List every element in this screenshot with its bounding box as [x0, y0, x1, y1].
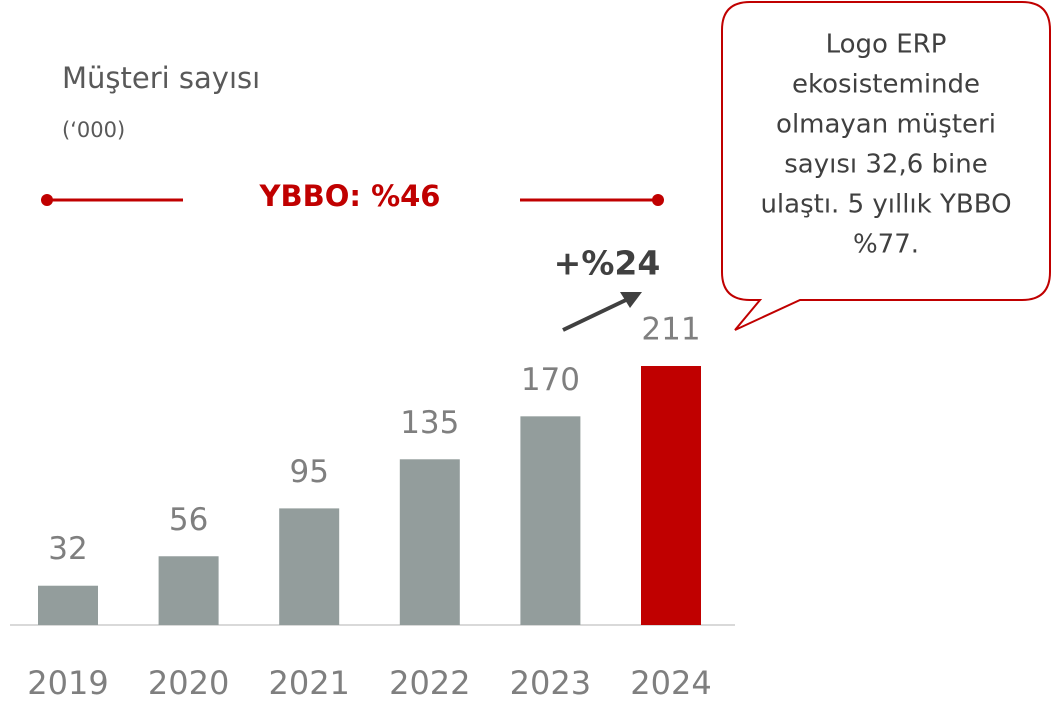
- value-label: 211: [641, 312, 700, 348]
- x-tick-label: 2022: [389, 664, 470, 702]
- cagr-dot: [41, 194, 53, 206]
- chart-subtitle: (‘000): [62, 118, 125, 142]
- value-label: 170: [521, 362, 580, 398]
- x-tick-label: 2024: [630, 664, 711, 702]
- bar: [38, 585, 98, 625]
- cagr-label: YBBO: %46: [259, 179, 441, 213]
- value-label: 32: [48, 531, 87, 567]
- bar: [158, 556, 219, 625]
- growth-arrowhead: [620, 292, 642, 308]
- value-label: 95: [289, 454, 328, 490]
- value-label: 56: [169, 502, 208, 538]
- callout-text: sayısı 32,6 bine: [784, 150, 987, 180]
- x-tick-label: 2020: [148, 664, 229, 702]
- bar: [399, 459, 460, 625]
- cagr-dot: [652, 194, 664, 206]
- x-tick-label: 2019: [27, 664, 108, 702]
- x-tick-label: 2023: [510, 664, 591, 702]
- callout-bubble: [721, 1, 1051, 331]
- growth-arrow: [562, 297, 629, 332]
- x-tick-label: 2021: [268, 664, 349, 702]
- chart-title: Müşteri sayısı: [62, 61, 260, 95]
- bar: [520, 416, 581, 625]
- callout-text: ekosisteminde: [792, 70, 980, 100]
- bar: [641, 366, 701, 625]
- bar: [279, 508, 340, 625]
- callout-text: %77.: [853, 230, 919, 260]
- value-label: 135: [400, 405, 459, 441]
- callout-text: Logo ERP: [826, 30, 947, 60]
- callout-text: ulaştı. 5 yıllık YBBO: [760, 190, 1011, 220]
- callout-text: olmayan müşteri: [776, 110, 996, 140]
- growth-label: +%24: [554, 244, 661, 283]
